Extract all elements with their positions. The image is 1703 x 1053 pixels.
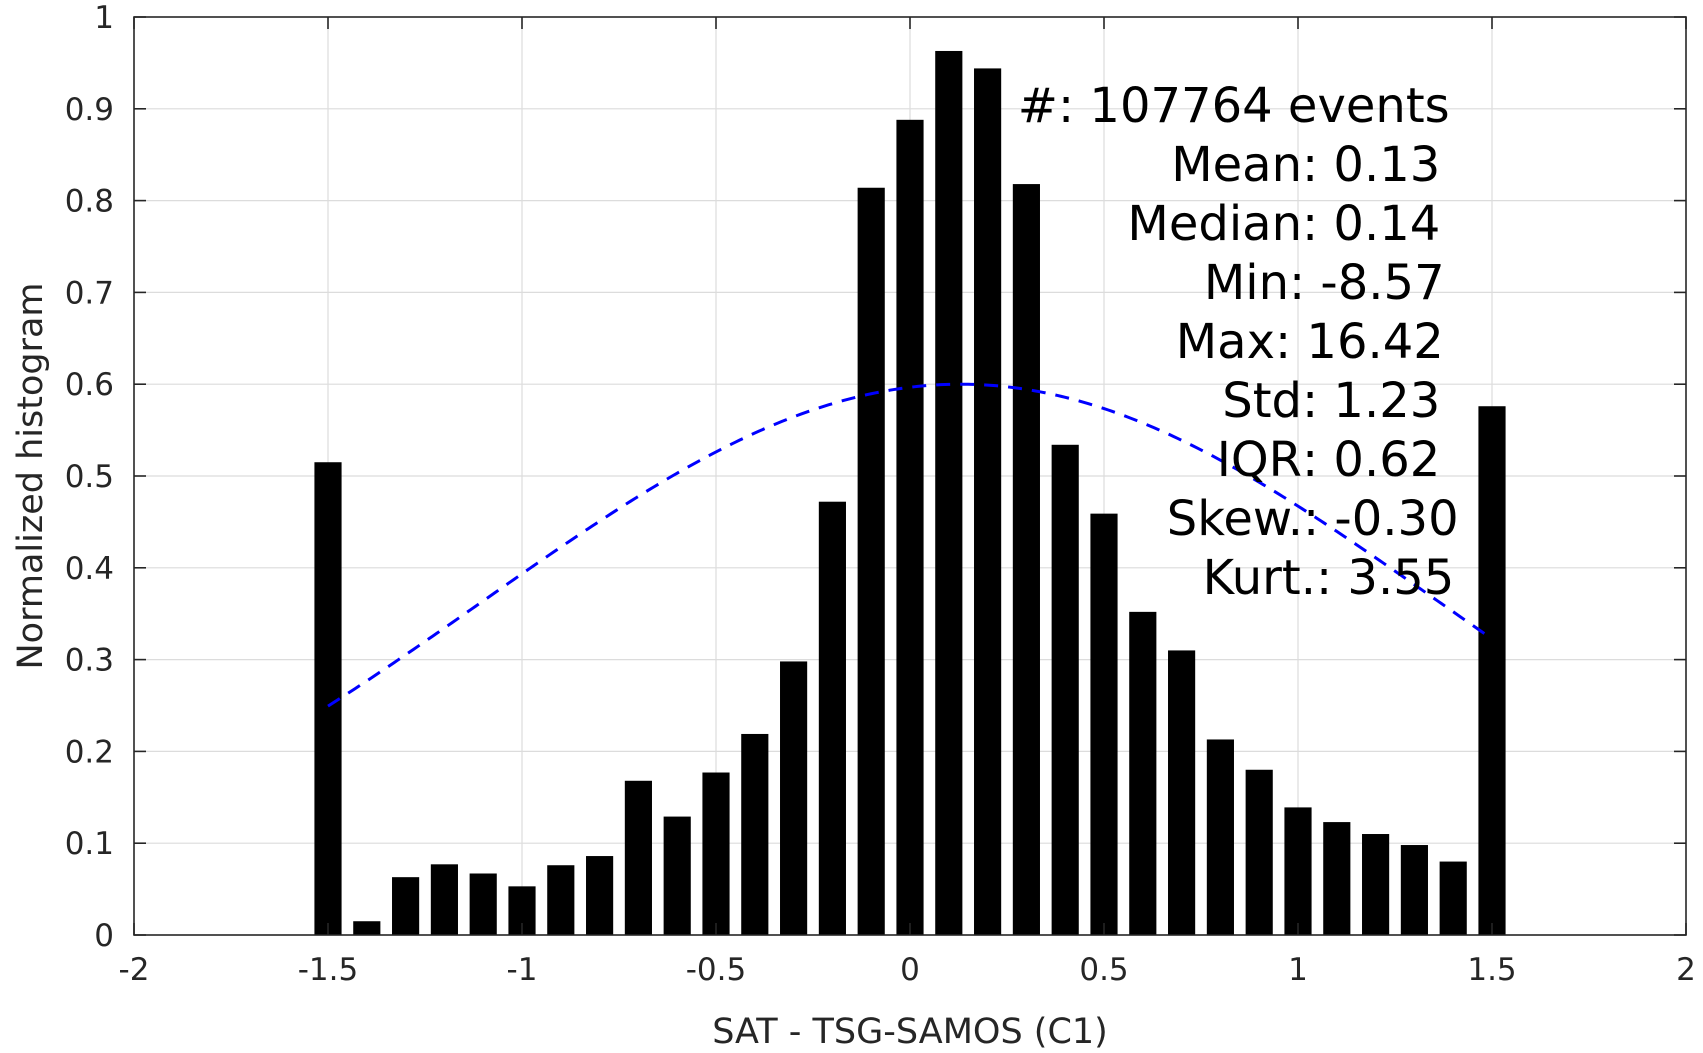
stat-label: Max: [1176, 314, 1275, 370]
stat-value: : 0.62: [1302, 432, 1440, 488]
y-tick-label: 0.2: [65, 734, 114, 770]
x-tick-label: 0: [900, 952, 920, 988]
histogram-bar: [1051, 444, 1079, 935]
y-tick-label: 0.7: [65, 275, 114, 311]
x-tick-label: 2: [1676, 952, 1696, 988]
y-tick-label: 0.8: [65, 184, 114, 220]
y-tick-label: 0.6: [65, 367, 114, 403]
x-tick-label: -2: [119, 952, 150, 988]
stat-label: Skew.: [1167, 491, 1303, 547]
y-tick-labels: 0 0.1 0.2 0.3 0.4 0.5 0.6 0.7 0.8 0.9 1: [65, 0, 114, 954]
x-tick-label: 0.5: [1079, 952, 1128, 988]
histogram-bar: [1012, 184, 1040, 936]
axis-ticks: [133, 16, 1687, 936]
histogram-bar: [935, 50, 963, 935]
histogram-bar: [1478, 406, 1506, 935]
stat-value: : -0.30: [1303, 491, 1459, 547]
histogram-bars: [314, 50, 1506, 936]
stat-label: Median: [1127, 196, 1302, 252]
histogram-bar: [974, 68, 1002, 935]
histogram-bar: [1206, 739, 1234, 935]
histogram-bar: [586, 856, 614, 935]
histogram-bar: [741, 733, 769, 935]
y-tick-label: 0.4: [65, 551, 114, 587]
y-tick-label: 0.9: [65, 92, 114, 128]
histogram-bar: [353, 921, 381, 935]
x-axis-label: SAT - TSG-SAMOS (C1): [712, 1012, 1108, 1052]
histogram-bar: [857, 187, 885, 936]
histogram-bar: [1400, 845, 1428, 935]
histogram-bar: [392, 877, 420, 935]
histogram-bar: [780, 661, 808, 935]
histogram-bar: [1245, 769, 1273, 935]
histogram-bar: [1284, 807, 1312, 935]
x-tick-label: 1: [1288, 952, 1308, 988]
histogram-bar: [547, 865, 575, 935]
y-tick-label: 1: [94, 0, 114, 36]
y-tick-label: 0: [94, 918, 114, 954]
histogram-bar: [663, 816, 691, 935]
y-tick-label: 0.5: [65, 459, 114, 495]
stat-value: : 3.55: [1316, 550, 1454, 606]
x-tick-label: -1: [507, 952, 538, 988]
normal-fit-curve: [327, 382, 1493, 708]
histogram-bar: [1168, 650, 1196, 935]
stat-label: IQR: [1217, 432, 1302, 488]
stat-value: : -8.57: [1289, 255, 1445, 311]
histogram-bar: [818, 501, 846, 935]
histogram-bar: [702, 772, 730, 935]
y-axis-label: Normalized histogram: [11, 282, 51, 669]
stat-value: : 0.14: [1302, 196, 1440, 252]
stat-value: : 1.23: [1302, 373, 1440, 429]
y-tick-label: 0.1: [65, 826, 114, 862]
x-tick-label: -0.5: [686, 952, 747, 988]
stat-label: Kurt.: [1203, 550, 1316, 606]
histogram-bar: [1362, 834, 1390, 935]
stat-label: Mean: [1171, 137, 1302, 193]
histogram-bar: [469, 873, 497, 935]
histogram-bar: [1090, 513, 1118, 935]
stat-label: Min: [1204, 255, 1289, 311]
histogram-bar: [430, 864, 458, 935]
stat-value: : 16.42: [1275, 314, 1444, 370]
stat-value: : 107764 events: [1058, 78, 1450, 134]
y-tick-label: 0.3: [65, 643, 114, 679]
stat-label: #: [1018, 78, 1058, 134]
stat-label: Std: [1222, 373, 1302, 429]
histogram-bar: [896, 119, 924, 936]
histogram-bar: [1323, 822, 1351, 935]
histogram-bar: [1439, 861, 1467, 935]
stat-value: : 0.13: [1302, 137, 1440, 193]
x-tick-label: -1.5: [298, 952, 359, 988]
histogram-bar: [624, 780, 652, 935]
x-tick-labels: -2 -1.5 -1 -0.5 0 0.5 1 1.5 2: [119, 952, 1696, 988]
x-tick-label: 1.5: [1467, 952, 1516, 988]
histogram-bar: [1129, 611, 1157, 935]
